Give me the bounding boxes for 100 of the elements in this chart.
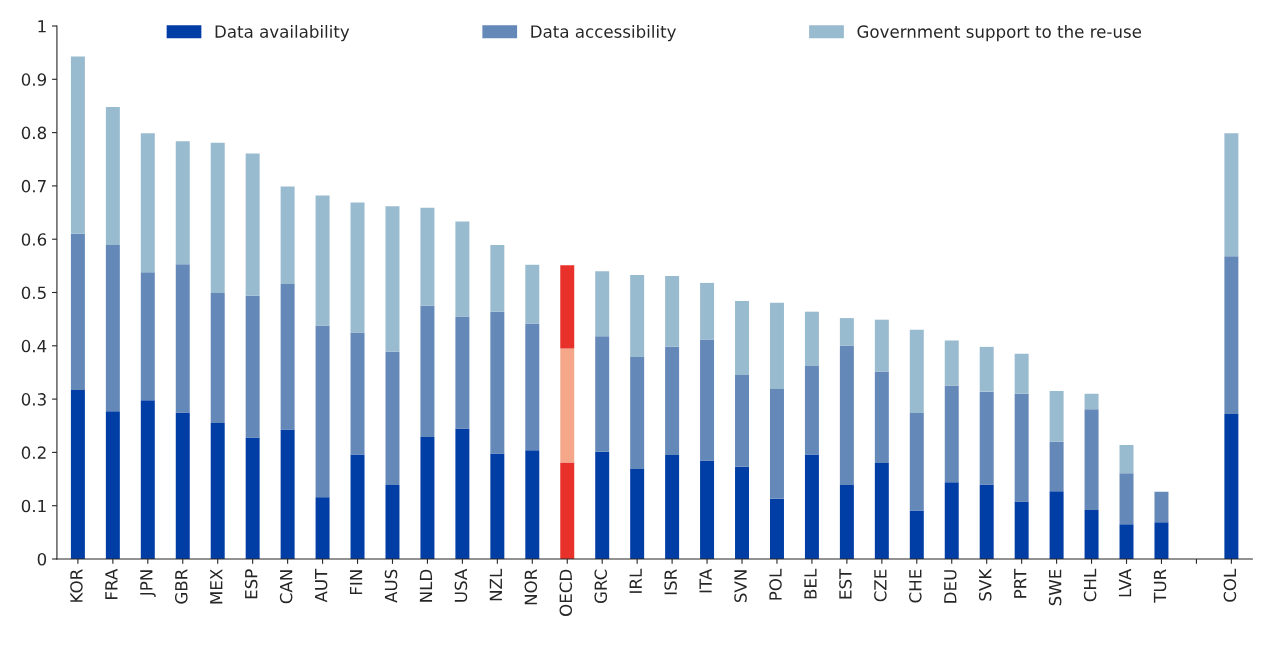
bar (1119, 444, 1134, 474)
bar (1084, 409, 1099, 510)
bar (70, 390, 85, 559)
bar (700, 339, 715, 461)
bar (1049, 391, 1064, 442)
bar (385, 206, 400, 352)
y-tick-label: 0.9 (21, 73, 47, 86)
bar (455, 316, 470, 429)
y-tick-label: 1 (38, 20, 46, 33)
x-tick-label: ESP (244, 569, 258, 599)
bar (1014, 353, 1029, 394)
bar (210, 142, 225, 294)
bar (944, 340, 959, 386)
x-tick-label: AUT (315, 568, 328, 603)
y-tick-label: 0.6 (21, 233, 47, 246)
bar (175, 412, 190, 559)
x-tick-label: KOR (70, 569, 83, 602)
bar (315, 195, 330, 326)
bar (140, 133, 155, 273)
bar (245, 295, 260, 438)
legend-label: Government support to the re-use (857, 25, 1142, 42)
bar (1224, 256, 1239, 415)
x-tick-label: ITA (699, 568, 712, 593)
x-tick-label: USA (454, 568, 468, 602)
bar (1084, 393, 1099, 410)
x-tick-label: BEL (804, 568, 817, 599)
bar (385, 351, 400, 485)
bar (804, 311, 819, 367)
bar (979, 391, 994, 485)
bar (525, 450, 540, 559)
bar (105, 107, 120, 246)
bar (455, 221, 470, 317)
bar (1119, 473, 1134, 525)
legend-label: Data accessibility (531, 25, 676, 42)
x-tick-label: CZE (874, 569, 887, 602)
bar (490, 311, 505, 454)
bar (105, 245, 120, 412)
bar (70, 233, 85, 391)
bar (105, 411, 120, 559)
x-tick-label: ISR (664, 569, 677, 595)
y-tick-label: 0.7 (21, 179, 46, 193)
bar (665, 346, 680, 456)
bar (1224, 133, 1239, 257)
x-tick-label: GBR (174, 569, 188, 604)
bar (280, 283, 295, 430)
bar (420, 436, 435, 559)
bar (1014, 501, 1029, 559)
x-tick-label: JPN (140, 570, 156, 598)
bar (210, 423, 225, 559)
y-tick-label: 0.5 (21, 286, 46, 300)
bar (909, 510, 924, 559)
bar (804, 454, 819, 559)
bar (490, 245, 505, 312)
x-tick-label: COL (1223, 568, 1237, 602)
bar (595, 336, 610, 452)
x-tick-label: SVN (734, 570, 747, 603)
bar (70, 56, 85, 234)
bar (839, 345, 854, 485)
bar (420, 207, 435, 306)
bar (1084, 509, 1099, 559)
bar (245, 437, 260, 559)
bar (700, 282, 715, 340)
y-tick-label: 0.1 (21, 499, 46, 513)
y-tick-label: 0.3 (21, 393, 46, 406)
x-tick-label: OECD (559, 569, 573, 616)
y-tick-label: 0 (37, 552, 47, 566)
x-tick-label: EST (839, 568, 852, 599)
x-tick-label: FIN (349, 570, 363, 595)
bar (350, 202, 365, 333)
x-tick-label: PRT (1014, 568, 1027, 598)
bar (944, 482, 959, 559)
bar (944, 385, 959, 483)
legend-label: Data availability (215, 25, 350, 42)
bar (665, 455, 680, 559)
bar (665, 275, 680, 347)
x-tick-label: TUR (1153, 569, 1167, 603)
y-tick-label: 0.8 (21, 126, 47, 140)
bar (769, 302, 784, 389)
x-tick-label: DEU (944, 570, 957, 603)
bar (280, 186, 295, 284)
x-tick-label: CHL (1083, 568, 1097, 602)
bar (700, 460, 715, 559)
bar (909, 412, 924, 511)
bar (1049, 491, 1064, 559)
bar (280, 429, 295, 559)
bar (804, 366, 819, 455)
bar (1154, 522, 1169, 559)
bar (175, 141, 190, 265)
x-tick-label: CHE (909, 569, 922, 603)
x-tick-label: SWE (1048, 569, 1062, 606)
bar (490, 453, 505, 559)
x-tick-label: CAN (279, 570, 293, 604)
bar (839, 318, 854, 346)
bar (595, 271, 610, 337)
bar (175, 264, 190, 413)
y-tick-label: 0.4 (21, 339, 47, 353)
bar (735, 375, 750, 467)
bar (874, 319, 889, 372)
bar (874, 463, 889, 559)
bar (979, 346, 994, 392)
